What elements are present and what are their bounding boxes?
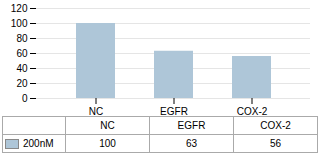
svg-text:80: 80 [16, 33, 28, 44]
svg-text:40: 40 [16, 63, 28, 74]
html-text:NC: NC [100, 120, 115, 131]
svg-text:100: 100 [11, 18, 28, 29]
html-text:56: 56 [269, 138, 282, 149]
svg-text:20: 20 [16, 78, 28, 89]
svg-text:COX-2: COX-2 [237, 106, 268, 116]
html-text:COX-2: COX-2 [260, 120, 291, 131]
html-text:63: 63 [185, 138, 198, 149]
html-text:200nM: 200nM [23, 137, 54, 149]
svg-text:EGFR: EGFR [160, 106, 188, 116]
svg-text:NC: NC [89, 106, 103, 116]
html-text:100: 100 [99, 138, 116, 149]
svg-text:60: 60 [16, 48, 28, 59]
html-text:EGFR: EGFR [177, 120, 206, 131]
svg-text:0: 0 [22, 93, 28, 104]
svg-text:120: 120 [11, 3, 28, 14]
